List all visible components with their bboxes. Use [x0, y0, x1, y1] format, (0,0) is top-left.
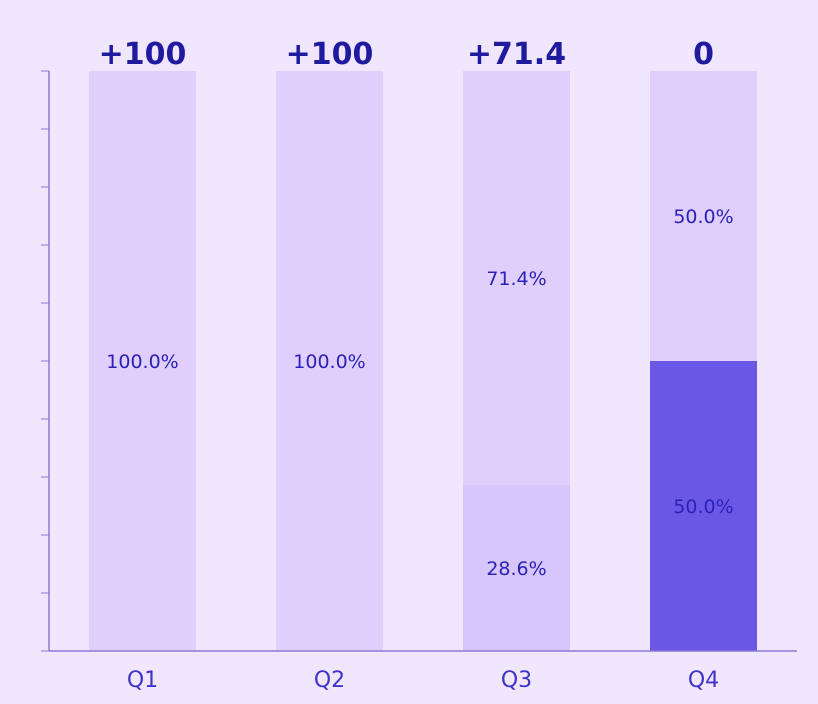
segment-value-label: 100.0% — [293, 351, 365, 373]
segment-value-label: 50.0% — [673, 206, 733, 228]
bar-segment — [89, 71, 196, 651]
bar-segment — [463, 485, 570, 651]
bar-segment — [276, 71, 383, 651]
x-tick-label: Q1 — [127, 668, 158, 693]
x-tick-label: Q3 — [501, 668, 532, 693]
segment-labels: 100.0% 100.0% 28.6% 71.4% 50.0% 50.0% — [106, 206, 733, 580]
segment-value-label: 71.4% — [486, 268, 546, 290]
bars — [89, 71, 757, 651]
bar-segment — [650, 71, 757, 361]
top-labels: +100 +100 +71.4 0 — [99, 37, 714, 72]
segment-value-label: 28.6% — [486, 558, 546, 580]
segment-value-label: 50.0% — [673, 496, 733, 518]
axes — [48, 71, 797, 652]
segment-value-label: 100.0% — [106, 351, 178, 373]
bar-top-label: 0 — [693, 37, 714, 72]
x-tick-labels: Q1 Q2 Q3 Q4 — [127, 668, 719, 693]
y-axis-ticks — [41, 70, 49, 652]
bar-top-label: +100 — [99, 37, 187, 72]
x-tick-label: Q2 — [314, 668, 345, 693]
bar-top-label: +71.4 — [467, 37, 566, 72]
bar-segment — [650, 361, 757, 651]
x-tick-label: Q4 — [688, 668, 719, 693]
bar-segment — [463, 71, 570, 486]
bar-top-label: +100 — [286, 37, 374, 72]
